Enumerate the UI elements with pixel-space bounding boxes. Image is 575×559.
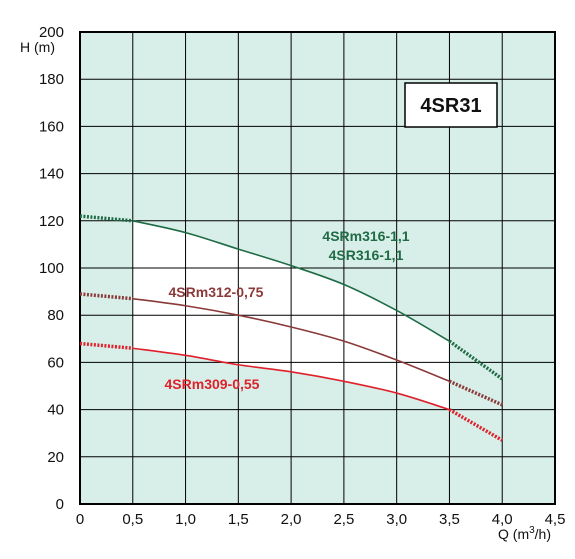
x-tick-label: 1,0 (175, 511, 196, 528)
y-tick-label: 60 (47, 354, 64, 371)
x-tick-label: 2,0 (281, 511, 302, 528)
y-axis-label: H (m) (20, 39, 55, 55)
y-tick-label: 120 (39, 213, 64, 230)
x-tick-label: 0 (76, 511, 84, 528)
series-curve-dotted-right (448, 339, 504, 381)
x-tick-label: 4,5 (545, 511, 566, 528)
series-curve-solid (132, 220, 450, 342)
y-tick-label: 180 (39, 71, 64, 88)
series-label: 4SRm312-0,75 (169, 284, 264, 300)
tick-layer: 0 0,5 1,0 1,5 2,0 2,5 3,0 3,5 4,0 4,5 0 20 40 60 80 100… (39, 24, 565, 528)
series-curve-dotted-right (448, 408, 504, 442)
x-tick-label: 2,5 (333, 511, 354, 528)
series-curve-dotted-left (79, 214, 133, 223)
series-curve-solid (132, 297, 450, 383)
y-tick-label: 140 (39, 166, 64, 183)
x-tick-label: 0,5 (122, 511, 143, 528)
x-tick-label: 4,0 (492, 511, 513, 528)
series-curve-dotted-right (448, 379, 503, 407)
y-tick-label: 20 (47, 449, 64, 466)
series-label: 4SRm309-0,55 (165, 376, 260, 392)
chart-title: 4SR31 (420, 95, 481, 117)
y-tick-label: 160 (39, 118, 64, 135)
x-tick-label: 1,5 (228, 511, 249, 528)
x-tick-label: 3,0 (386, 511, 407, 528)
series-curve-dotted-left (79, 292, 133, 301)
series-curve-dotted-left (79, 341, 133, 350)
y-tick-label: 80 (47, 307, 64, 324)
series-curve-solid (132, 347, 450, 411)
x-axis-label-tail: /h) (535, 526, 551, 542)
label-layer: H (m) Q (m3/h) (20, 39, 551, 542)
y-tick-label: 100 (39, 260, 64, 277)
chart-title-frame (404, 82, 498, 128)
series-layer: 4SRm316-1,1 4SR316-1,1 4SRm312-0,75 4SRm309… (79, 214, 504, 442)
y-tick-label: 200 (39, 24, 64, 41)
y-tick-label: 0 (56, 496, 64, 513)
x-axis-label: Q (m3/h) (498, 525, 551, 542)
y-tick-label: 40 (47, 402, 64, 419)
chart-title-box: 4SR31 (404, 82, 498, 128)
x-axis-label-sup: 3 (529, 525, 535, 536)
x-tick-label: 3,5 (439, 511, 460, 528)
plot-frame (79, 31, 556, 505)
series-label: 4SR316-1,1 (329, 247, 404, 263)
x-axis-label-main: Q (m (498, 526, 529, 542)
series-label: 4SRm316-1,1 (322, 228, 409, 244)
